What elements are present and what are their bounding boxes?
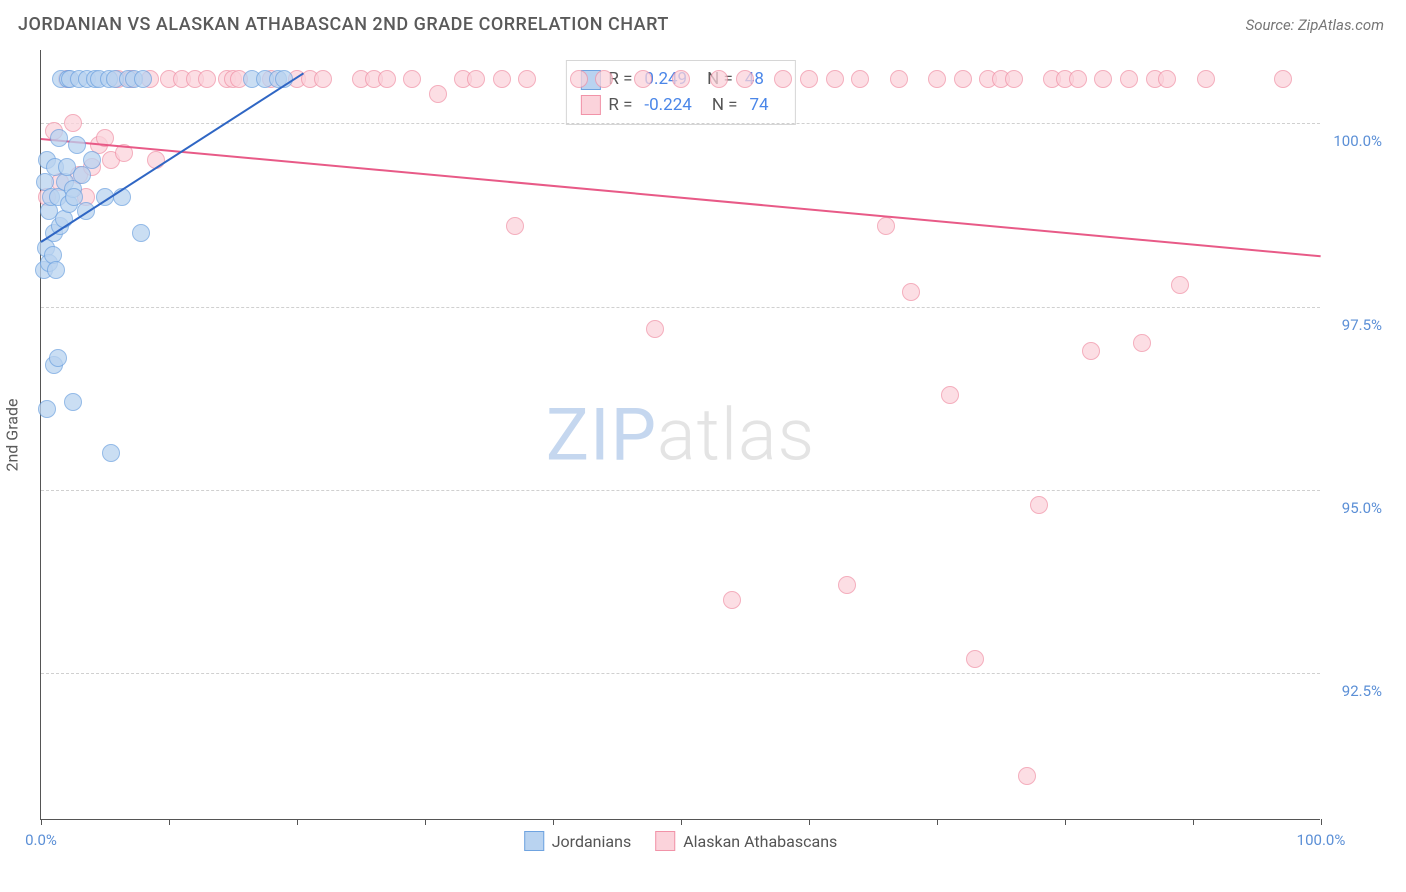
legend-item-jordanians: Jordanians [524,831,631,851]
scatter-point [672,70,690,88]
watermark-atlas: atlas [657,392,815,477]
scatter-point [403,70,421,88]
x-tick [937,819,938,825]
scatter-point [736,70,754,88]
scatter-point [954,70,972,88]
swatch-athabascans [580,95,600,115]
legend-label-jordanians: Jordanians [552,832,631,851]
scatter-point [493,70,511,88]
x-tick [809,819,810,825]
scatter-point [877,217,895,235]
x-tick-label: 0.0% [25,831,57,849]
gridline [41,490,1320,491]
r-label: R = [608,93,632,119]
scatter-point [378,70,396,88]
x-tick-label: 100.0% [1297,831,1346,849]
x-tick [553,819,554,825]
chart-container: 2nd Grade ZIPatlas R = 0.249 N = 48 R = … [40,50,1380,820]
series-legend: Jordanians Alaskan Athabascans [524,831,838,851]
scatter-point [314,70,332,88]
scatter-point [134,70,152,88]
scatter-point [47,261,65,279]
scatter-point [1158,70,1176,88]
scatter-point [966,650,984,668]
x-tick [41,819,42,825]
scatter-point [1274,70,1292,88]
legend-label-athabascans: Alaskan Athabascans [683,832,837,851]
scatter-point [941,386,959,404]
scatter-point [1171,276,1189,294]
y-tick-label: 95.0% [1342,499,1382,517]
scatter-point [570,70,588,88]
scatter-point [1082,342,1100,360]
scatter-point [902,283,920,301]
scatter-point [646,320,664,338]
scatter-point [429,85,447,103]
scatter-point [1094,70,1112,88]
scatter-point [518,70,536,88]
legend-row-athabascans: R = -0.224 N = 74 [580,93,780,119]
scatter-point [68,136,86,154]
scatter-point [50,129,68,147]
scatter-point [851,70,869,88]
scatter-point [890,70,908,88]
n-label: N = [712,93,738,119]
plot-area: ZIPatlas R = 0.249 N = 48 R = -0.224 N =… [40,50,1320,820]
scatter-point [826,70,844,88]
scatter-point [1030,496,1048,514]
source-label: Source: ZipAtlas.com [1246,16,1384,34]
gridline [41,123,1320,124]
scatter-point [102,444,120,462]
scatter-point [49,349,67,367]
scatter-point [774,70,792,88]
scatter-point [634,70,652,88]
x-tick [681,819,682,825]
scatter-point [710,70,728,88]
trend-line [40,72,303,242]
scatter-point [800,70,818,88]
y-tick-label: 92.5% [1342,682,1382,700]
y-axis-label: 2nd Grade [3,398,22,471]
scatter-point [64,393,82,411]
scatter-point [467,70,485,88]
scatter-point [1197,70,1215,88]
scatter-point [198,70,216,88]
gridline [41,673,1320,674]
scatter-point [1005,70,1023,88]
scatter-point [506,217,524,235]
y-tick-label: 100.0% [1333,132,1382,150]
n-value-athabascans: 74 [750,93,769,119]
x-tick [169,819,170,825]
x-tick [425,819,426,825]
scatter-point [132,224,150,242]
swatch-jordanians-bottom [524,831,544,851]
scatter-point [838,576,856,594]
scatter-point [928,70,946,88]
legend-item-athabascans: Alaskan Athabascans [655,831,837,851]
r-value-athabascans: -0.224 [644,93,691,119]
watermark: ZIPatlas [546,392,815,477]
x-tick [1065,819,1066,825]
gridline [41,307,1320,308]
scatter-point [723,591,741,609]
chart-title: JORDANIAN VS ALASKAN ATHABASCAN 2ND GRAD… [18,14,669,35]
scatter-point [83,151,101,169]
scatter-point [64,114,82,132]
x-tick [1321,819,1322,825]
scatter-point [595,70,613,88]
x-tick [1193,819,1194,825]
trend-line [41,138,1321,257]
watermark-zip: ZIP [546,392,657,477]
scatter-point [1120,70,1138,88]
scatter-point [1018,767,1036,785]
scatter-point [1069,70,1087,88]
scatter-point [1133,334,1151,352]
swatch-athabascans-bottom [655,831,675,851]
scatter-point [38,400,56,418]
x-tick [297,819,298,825]
y-tick-label: 97.5% [1342,316,1382,334]
